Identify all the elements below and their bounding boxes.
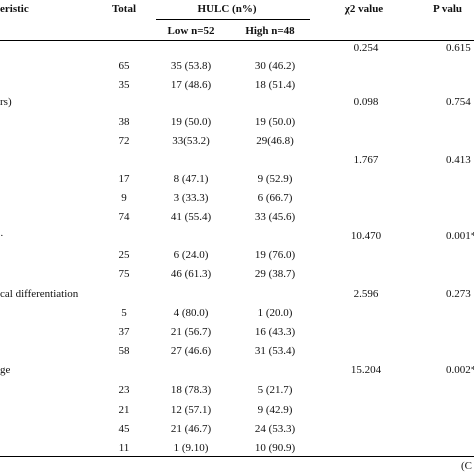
header-low: Low n=52 <box>167 25 215 37</box>
row-total: 72 <box>118 135 130 147</box>
row-high: 9 (42.9) <box>257 404 293 416</box>
header-high: High n=48 <box>245 25 295 37</box>
row-high: 29(46.8) <box>256 135 294 147</box>
row-total: 65 <box>118 60 130 72</box>
header-chi2: χ2 value <box>344 3 384 15</box>
row-high: 9 (52.9) <box>257 173 293 185</box>
row-low: 17 (48.6) <box>170 79 212 91</box>
header-p: P valu <box>433 3 463 15</box>
row-total: 25 <box>118 249 130 261</box>
group-label: cal differentiation <box>0 288 79 300</box>
row-high: 33 (45.6) <box>254 211 296 223</box>
row-low: 33(53.2) <box>172 135 210 147</box>
group-label: rs) <box>0 96 12 108</box>
row-low: 3 (33.3) <box>173 192 209 204</box>
row-low: 21 (56.7) <box>170 326 212 338</box>
row-total: 37 <box>118 326 130 338</box>
row-total: 74 <box>118 211 130 223</box>
row-total: 75 <box>118 268 130 280</box>
row-low: 19 (50.0) <box>170 116 212 128</box>
row-low: 12 (57.1) <box>170 404 212 416</box>
row-high: 6 (66.7) <box>257 192 293 204</box>
p-value: 0.002* <box>446 364 474 376</box>
row-high: 16 (43.3) <box>254 326 296 338</box>
row-total: 5 <box>121 307 127 319</box>
p-value: 0.273 <box>446 288 471 300</box>
header-hulc: HULC (n%) <box>197 3 257 15</box>
row-high: 19 (50.0) <box>254 116 296 128</box>
row-high: 18 (51.4) <box>254 79 296 91</box>
row-low: 4 (80.0) <box>173 307 209 319</box>
row-total: 45 <box>118 423 130 435</box>
row-total: 21 <box>118 404 130 416</box>
header-characteristic: eristic <box>0 3 29 15</box>
row-total: 17 <box>118 173 130 185</box>
group-label: ge <box>0 364 11 376</box>
row-high: 5 (21.7) <box>257 384 293 396</box>
row-high: 1 (20.0) <box>257 307 293 319</box>
row-low: 18 (78.3) <box>170 384 212 396</box>
row-total: 11 <box>118 442 130 454</box>
row-low: 46 (61.3) <box>170 268 212 280</box>
row-high: 10 (90.9) <box>254 442 296 454</box>
chi2-value: 2.596 <box>353 288 379 300</box>
group-label: · <box>0 230 4 242</box>
row-high: 30 (46.2) <box>254 60 296 72</box>
row-low: 21 (46.7) <box>170 423 212 435</box>
header-total: Total <box>111 3 137 15</box>
table-bottom-rule <box>0 456 474 457</box>
row-total: 35 <box>118 79 130 91</box>
row-total: 23 <box>118 384 130 396</box>
p-value: 0.413 <box>446 154 471 166</box>
row-low: 27 (46.6) <box>170 345 212 357</box>
row-high: 29 (38.7) <box>254 268 296 280</box>
chi2-value: 15.204 <box>350 364 382 376</box>
row-low: 6 (24.0) <box>173 249 209 261</box>
chi2-value: 0.254 <box>353 42 379 54</box>
header-bottom-rule <box>0 40 474 41</box>
row-low: 8 (47.1) <box>173 173 209 185</box>
row-total: 58 <box>118 345 130 357</box>
p-value: 0.754 <box>446 96 471 108</box>
chi2-value: 0.098 <box>353 96 379 108</box>
p-value: 0.001* <box>446 230 474 242</box>
row-low: 1 (9.10) <box>173 442 209 454</box>
chi2-value: 1.767 <box>353 154 379 166</box>
row-total: 9 <box>121 192 127 204</box>
row-total: 38 <box>118 116 130 128</box>
continued-note: (C <box>461 460 472 472</box>
row-low: 41 (55.4) <box>170 211 212 223</box>
chi2-value: 10.470 <box>350 230 382 242</box>
row-low: 35 (53.8) <box>170 60 212 72</box>
p-value: 0.615 <box>446 42 471 54</box>
row-high: 24 (53.3) <box>254 423 296 435</box>
row-high: 19 (76.0) <box>254 249 296 261</box>
hulc-underline <box>156 19 310 20</box>
row-high: 31 (53.4) <box>254 345 296 357</box>
